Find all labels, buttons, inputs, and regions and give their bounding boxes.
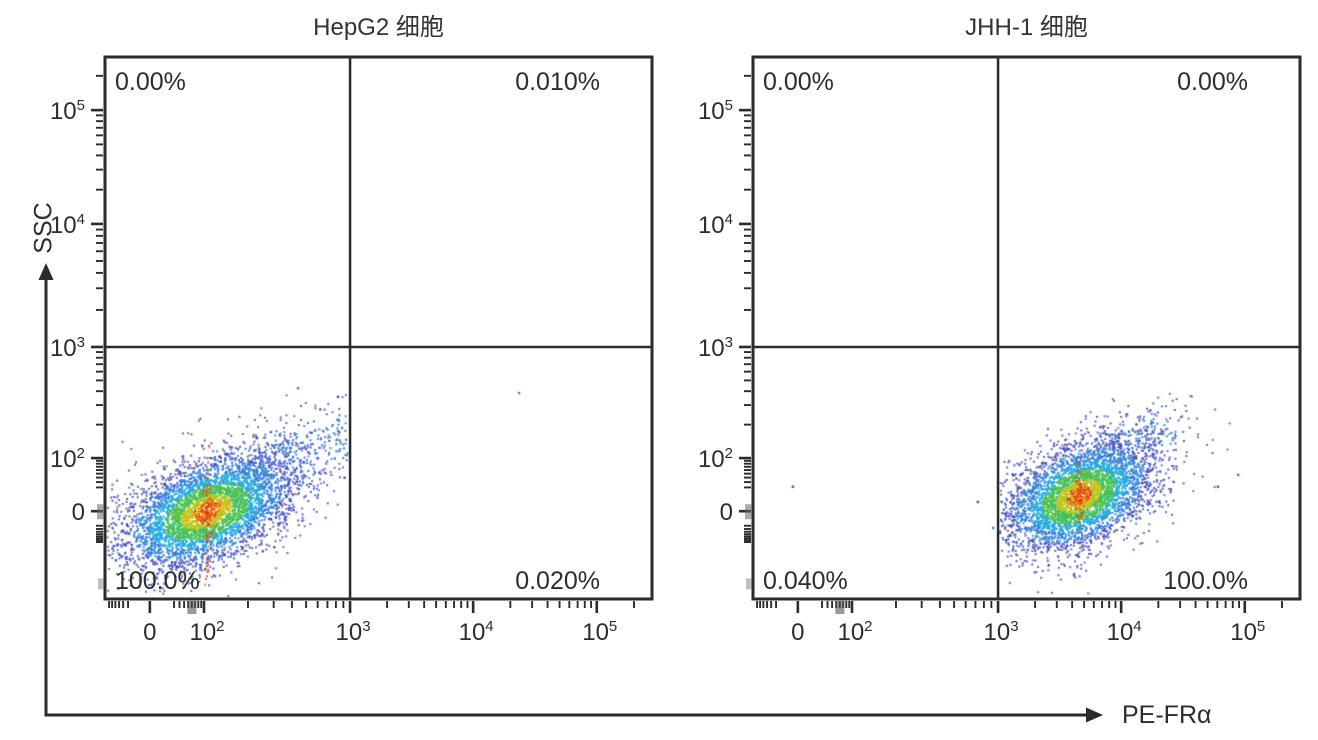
quadrant-label-bottom-right: 100.0% — [1163, 567, 1248, 595]
quadrant-label-top-right: 0.00% — [1177, 68, 1248, 96]
quadrant-label-top-left: 0.00% — [115, 68, 186, 96]
quadrant-label-bottom-left: 0.040% — [763, 567, 848, 595]
panel-title: HepG2 细胞 — [313, 14, 444, 41]
y-axis-label: SSC — [29, 202, 58, 254]
quadrant-label-top-right: 0.010% — [515, 68, 600, 96]
x-axis-label: PE-FRα — [1122, 701, 1212, 729]
panel-hepg2: HepG2 细胞 0 102 103 104 105 105 104 103 102 0 0.00… — [50, 14, 654, 646]
scatter-canvas — [753, 57, 1300, 599]
panel-jhh1: JHH-1 细胞 0 102 103 104 105 105 104 103 102 0 0.00… — [698, 14, 1302, 646]
quadrant-label-top-left: 0.00% — [763, 68, 834, 96]
panel-title: JHH-1 细胞 — [965, 14, 1088, 41]
quadrant-label-bottom-right: 0.020% — [515, 567, 600, 595]
quadrant-label-bottom-left: 100.0% — [115, 567, 200, 595]
scatter-canvas — [105, 57, 652, 599]
